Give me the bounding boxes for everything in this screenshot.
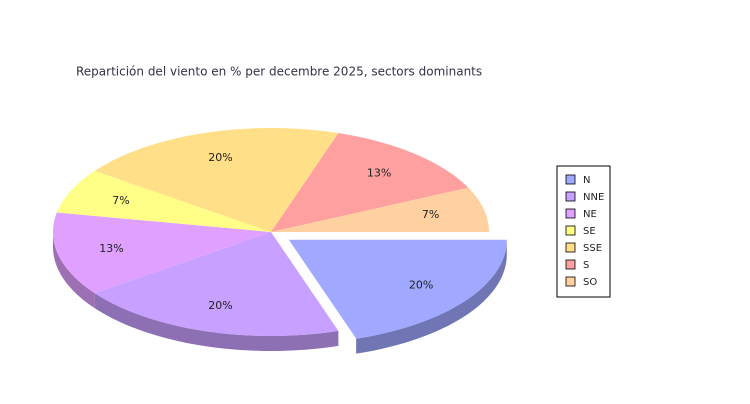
legend-swatch bbox=[565, 225, 576, 236]
slice-side bbox=[94, 293, 339, 351]
legend-swatch bbox=[565, 276, 576, 287]
data-label: 20% bbox=[208, 151, 232, 164]
legend-label: NNE bbox=[583, 192, 604, 203]
slice bbox=[271, 133, 469, 232]
legend-swatch bbox=[565, 174, 576, 185]
slice bbox=[94, 128, 339, 232]
slice bbox=[56, 170, 272, 232]
legend-swatch bbox=[565, 191, 576, 202]
data-label: 20% bbox=[409, 279, 433, 292]
legend-label: SE bbox=[583, 226, 596, 237]
legend-label: SO bbox=[583, 277, 597, 288]
slice bbox=[288, 239, 507, 339]
slice bbox=[271, 187, 489, 232]
slice bbox=[94, 232, 339, 336]
legend-label: S bbox=[583, 260, 589, 271]
chart-title: Repartición del viento en % per decembre… bbox=[76, 65, 482, 79]
data-label: 7% bbox=[422, 208, 439, 221]
slice bbox=[53, 212, 271, 294]
data-label: 13% bbox=[99, 242, 123, 255]
slice-side bbox=[356, 239, 507, 354]
legend-label: NE bbox=[583, 209, 597, 220]
data-label: 13% bbox=[367, 166, 391, 179]
legend-swatch bbox=[565, 259, 576, 270]
data-label: 7% bbox=[112, 194, 129, 207]
slice-side bbox=[53, 232, 95, 309]
legend-label: N bbox=[583, 175, 590, 186]
legend-swatch bbox=[565, 208, 576, 219]
legend-label: SSE bbox=[583, 243, 602, 254]
data-label: 20% bbox=[208, 299, 232, 312]
legend-swatch bbox=[565, 242, 576, 253]
